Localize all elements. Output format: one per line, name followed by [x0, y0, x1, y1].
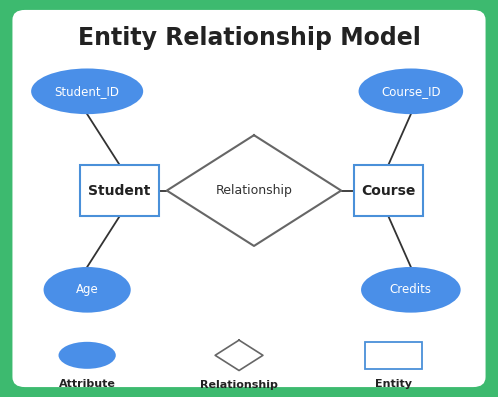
Ellipse shape [361, 267, 461, 313]
Polygon shape [215, 340, 263, 370]
Text: Entity: Entity [375, 379, 412, 389]
FancyBboxPatch shape [365, 342, 422, 369]
FancyBboxPatch shape [354, 165, 423, 216]
Text: Student: Student [88, 183, 151, 198]
Text: Course: Course [361, 183, 416, 198]
Ellipse shape [59, 342, 116, 369]
Ellipse shape [31, 69, 143, 114]
Text: Attribute: Attribute [59, 379, 116, 389]
Polygon shape [167, 135, 341, 246]
FancyBboxPatch shape [12, 10, 486, 387]
Text: Course_ID: Course_ID [381, 85, 441, 98]
Ellipse shape [43, 267, 130, 313]
Text: Age: Age [76, 283, 99, 296]
Text: Relationship: Relationship [216, 184, 292, 197]
Ellipse shape [359, 69, 463, 114]
Text: Entity Relationship Model: Entity Relationship Model [78, 26, 420, 50]
Text: Credits: Credits [390, 283, 432, 296]
FancyBboxPatch shape [80, 165, 159, 216]
Text: Relationship: Relationship [200, 380, 278, 390]
Text: Student_ID: Student_ID [55, 85, 120, 98]
